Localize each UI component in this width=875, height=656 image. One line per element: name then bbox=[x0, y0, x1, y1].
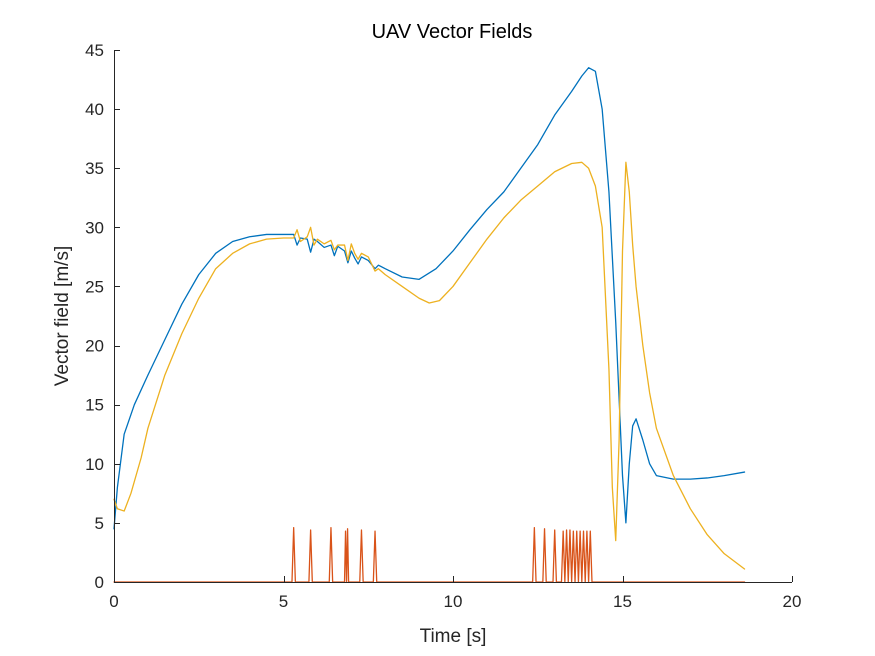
y-tick-label: 35 bbox=[85, 159, 104, 178]
x-tick-label: 20 bbox=[783, 592, 802, 611]
y-axis-ticks: 0 5 10 15 20 25 30 35 40 45 bbox=[85, 41, 120, 592]
plot-area: 0 5 10 15 20 0 5 10 15 20 25 30 35 40 45 bbox=[85, 41, 801, 611]
x-tick-label: 0 bbox=[109, 592, 118, 611]
x-tick-label: 5 bbox=[279, 592, 288, 611]
y-tick-label: 20 bbox=[85, 337, 104, 356]
y-tick-label: 15 bbox=[85, 396, 104, 415]
chart-title: UAV Vector Fields bbox=[372, 21, 533, 43]
series-3-line bbox=[113, 161, 746, 570]
y-tick-label: 40 bbox=[85, 100, 104, 119]
y-tick-label: 0 bbox=[95, 573, 104, 592]
x-axis-title: Time [s] bbox=[420, 626, 487, 647]
x-tick-label: 15 bbox=[613, 592, 632, 611]
series-1-line bbox=[113, 67, 746, 530]
y-axis-title: Vector field [m/s] bbox=[52, 246, 73, 386]
x-axis-ticks: 0 5 10 15 20 bbox=[109, 576, 801, 611]
y-tick-label: 5 bbox=[95, 514, 104, 533]
y-tick-label: 45 bbox=[85, 41, 104, 60]
x-tick-label: 10 bbox=[444, 592, 463, 611]
y-tick-label: 30 bbox=[85, 218, 104, 237]
y-tick-label: 10 bbox=[85, 455, 104, 474]
y-tick-label: 25 bbox=[85, 277, 104, 296]
